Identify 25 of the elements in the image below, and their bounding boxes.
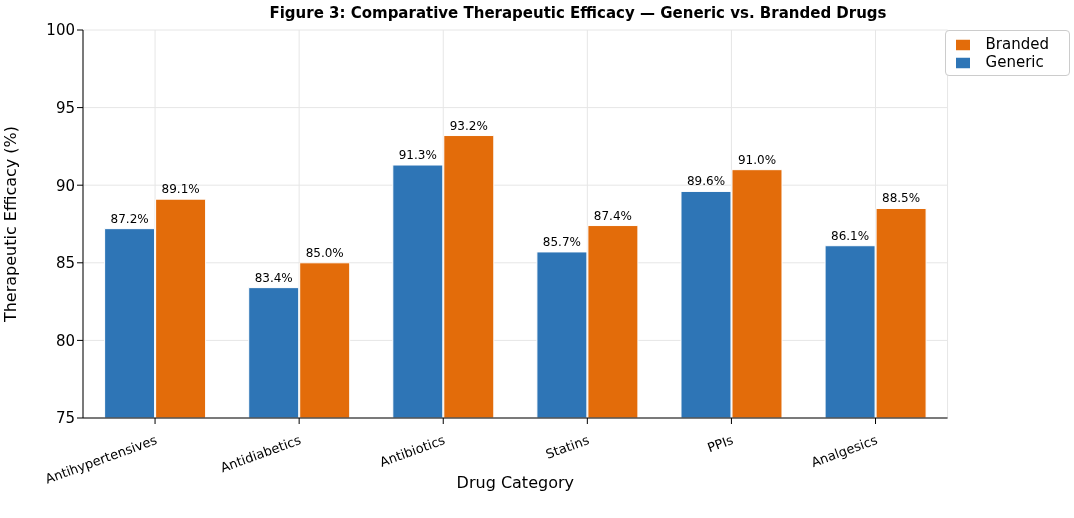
y-tick-label: 100	[46, 21, 75, 40]
data-label: 89.6%	[686, 174, 726, 189]
chart-title: Figure 3: Comparative Therapeutic Efficacy — Generic vs. Branded Drugs	[268, 4, 888, 22]
y-tick-label: 75	[55, 409, 75, 428]
y-axis-title: Therapeutic Efficacy (%)	[0, 125, 20, 324]
y-tick-label: 80	[55, 331, 75, 350]
legend-label: Generic	[985, 53, 1044, 71]
data-label: 91.0%	[737, 152, 777, 167]
data-label: 83.4%	[254, 270, 293, 285]
y-tick-label: 90	[55, 176, 75, 195]
data-label: 85.0%	[305, 245, 344, 260]
y-tick-label: 95	[55, 98, 75, 117]
x-tick-label: PPIs	[705, 432, 736, 456]
data-label: 87.2%	[110, 211, 149, 226]
data-label: 93.2%	[449, 118, 488, 133]
data-label: 85.7%	[542, 234, 581, 249]
data-label: 89.1%	[161, 182, 200, 197]
legend-label: Branded	[985, 35, 1049, 53]
data-label: 87.4%	[593, 208, 632, 223]
data-label: 91.3%	[398, 148, 437, 163]
data-label: 88.5%	[882, 191, 921, 206]
x-axis-title: Drug Category	[456, 473, 574, 492]
x-tick-label: Statins	[543, 432, 592, 462]
y-tick-label: 85	[55, 254, 75, 273]
data-label: 86.1%	[831, 228, 870, 243]
